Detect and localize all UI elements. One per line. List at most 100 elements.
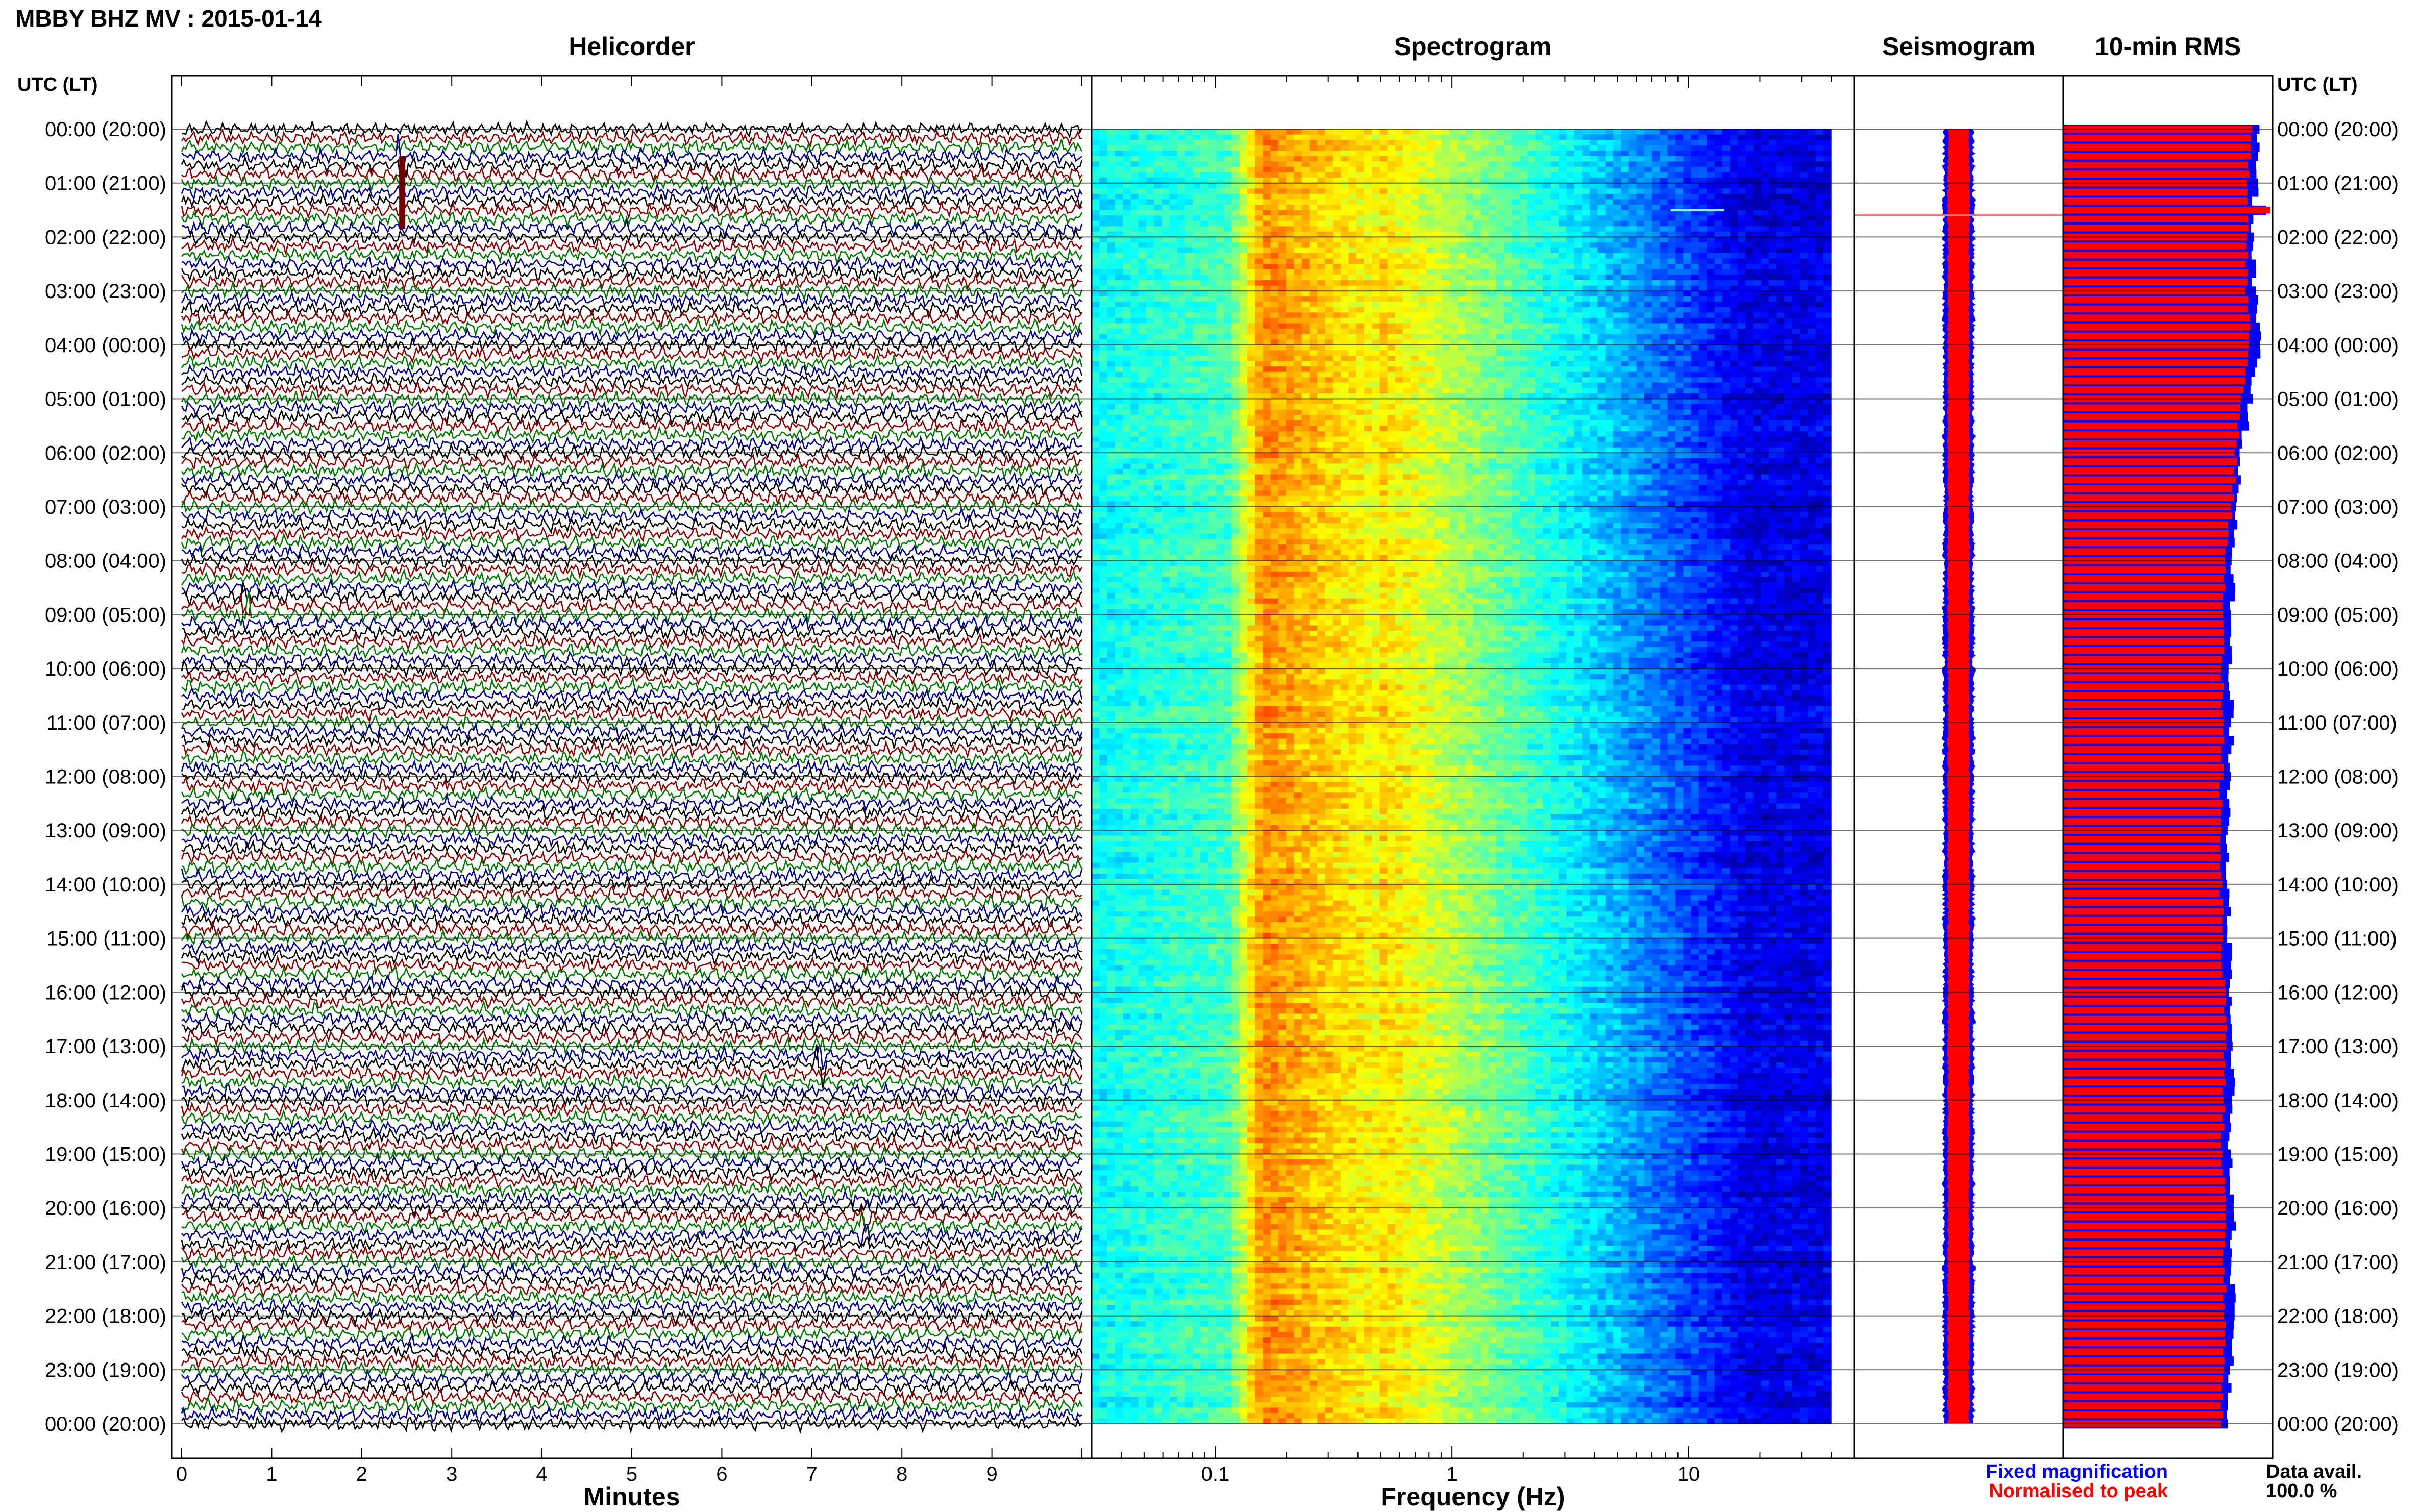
- spectrogram-cell: [1527, 312, 1536, 318]
- spectrogram-cell: [1419, 248, 1427, 254]
- spectrogram-cell: [1754, 210, 1762, 216]
- spectrogram-cell: [1808, 291, 1816, 296]
- spectrogram-cell: [1769, 221, 1777, 227]
- spectrogram-cell: [1808, 334, 1816, 340]
- spectrogram-cell: [1216, 404, 1224, 410]
- spectrogram-cell: [1348, 145, 1356, 151]
- spectrogram-cell: [1450, 210, 1458, 216]
- spectrogram-cell: [1769, 140, 1777, 145]
- spectrogram-cell: [1489, 210, 1497, 216]
- spectrogram-cell: [1139, 350, 1147, 356]
- spectrogram-cell: [1613, 324, 1621, 329]
- spectrogram-cell: [1170, 399, 1178, 405]
- spectrogram-cell: [1170, 264, 1178, 269]
- spectrogram-cell: [1224, 383, 1232, 388]
- spectrogram-cell: [1745, 296, 1754, 302]
- spectrogram-cell: [1761, 318, 1769, 324]
- spectrogram-cell: [1637, 205, 1645, 210]
- spectrogram-cell: [1247, 383, 1255, 388]
- spectrogram-cell: [1356, 145, 1365, 151]
- spectrogram-cell: [1629, 215, 1637, 221]
- spectrogram-cell: [1146, 199, 1154, 205]
- spectrogram-cell: [1201, 205, 1209, 210]
- spectrogram-cell: [1535, 145, 1543, 151]
- spectrogram-cell: [1146, 286, 1154, 291]
- spectrogram-cell: [1567, 199, 1575, 205]
- spectrogram-cell: [1512, 269, 1520, 275]
- spectrogram-cell: [1738, 399, 1746, 405]
- spectrogram-cell: [1356, 269, 1365, 275]
- spectrogram-cell: [1325, 383, 1334, 388]
- spectrogram-cell: [1629, 151, 1637, 156]
- spectrogram-cell: [1520, 172, 1528, 178]
- spectrogram-cell: [1224, 248, 1232, 254]
- spectrogram-cell: [1341, 356, 1349, 361]
- spectrogram-cell: [1434, 151, 1442, 156]
- spectrogram-cell: [1613, 377, 1621, 383]
- spectrogram-cell: [1317, 199, 1325, 205]
- spectrogram-cell: [1644, 259, 1652, 264]
- spectrogram-cell: [1458, 140, 1466, 145]
- spectrogram-cell: [1745, 226, 1754, 232]
- spectrogram-cell: [1278, 135, 1287, 140]
- spectrogram-cell: [1808, 232, 1816, 237]
- spectrogram-cell: [1107, 393, 1116, 399]
- spectrogram-cell: [1395, 329, 1403, 334]
- spectrogram-cell: [1185, 410, 1193, 415]
- spectrogram-cell: [1208, 296, 1217, 302]
- spectrogram-cell: [1333, 377, 1341, 383]
- spectrogram-cell: [1761, 291, 1769, 296]
- spectrogram-cell: [1403, 242, 1411, 248]
- spectrogram-cell: [1481, 226, 1489, 232]
- spectrogram-cell: [1185, 286, 1193, 291]
- spectrogram-cell: [1504, 135, 1512, 140]
- spectrogram-cell: [1512, 183, 1520, 189]
- spectrogram-cell: [1388, 356, 1396, 361]
- spectrogram-cell: [1216, 210, 1224, 216]
- spectrogram-cell: [1465, 161, 1473, 167]
- spectrogram-cell: [1348, 372, 1356, 378]
- spectrogram-cell: [1107, 205, 1116, 210]
- spectrogram-cell: [1302, 178, 1310, 183]
- spectrogram-cell: [1543, 183, 1551, 189]
- spectrogram-cell: [1247, 205, 1255, 210]
- spectrogram-cell: [1333, 366, 1341, 372]
- spectrogram-cell: [1489, 221, 1497, 227]
- spectrogram-cell: [1263, 215, 1271, 221]
- spectrogram-cell: [1738, 383, 1746, 388]
- spectrogram-cell: [1691, 237, 1699, 242]
- spectrogram-cell: [1341, 210, 1349, 216]
- spectrogram-cell: [1092, 140, 1100, 145]
- spectrogram-cell: [1247, 399, 1255, 405]
- spectrogram-cell: [1800, 237, 1808, 242]
- spectrogram-cell: [1201, 350, 1209, 356]
- spectrogram-cell: [1419, 183, 1427, 189]
- spectrogram-cell: [1426, 210, 1435, 216]
- spectrogram-cell: [1450, 161, 1458, 167]
- spectrogram-cell: [1527, 269, 1536, 275]
- spectrogram-cell: [1582, 210, 1590, 216]
- spectrogram-cell: [1286, 334, 1294, 340]
- spectrogram-cell: [1823, 210, 1832, 216]
- spectrogram-cell: [1130, 156, 1139, 162]
- spectrogram-cell: [1520, 318, 1528, 324]
- spectrogram-cell: [1341, 291, 1349, 296]
- spectrogram-cell: [1434, 361, 1442, 367]
- spectrogram-cell: [1699, 253, 1707, 259]
- spectrogram-cell: [1473, 167, 1481, 172]
- spectrogram-cell: [1232, 399, 1240, 405]
- spectrogram-cell: [1761, 286, 1769, 291]
- spectrogram-cell: [1512, 156, 1520, 162]
- spectrogram-cell: [1683, 404, 1691, 410]
- spectrogram-cell: [1333, 410, 1341, 415]
- spectrogram-cell: [1496, 221, 1504, 227]
- spectrogram-cell: [1637, 393, 1645, 399]
- spectrogram-cell: [1325, 199, 1334, 205]
- spectrogram-cell: [1419, 226, 1427, 232]
- spectrogram-cell: [1637, 167, 1645, 172]
- spectrogram-cell: [1411, 253, 1419, 259]
- spectrogram-cell: [1489, 199, 1497, 205]
- spectrogram-cell: [1294, 183, 1302, 189]
- spectrogram-cell: [1286, 388, 1294, 393]
- spectrogram-cell: [1356, 388, 1365, 393]
